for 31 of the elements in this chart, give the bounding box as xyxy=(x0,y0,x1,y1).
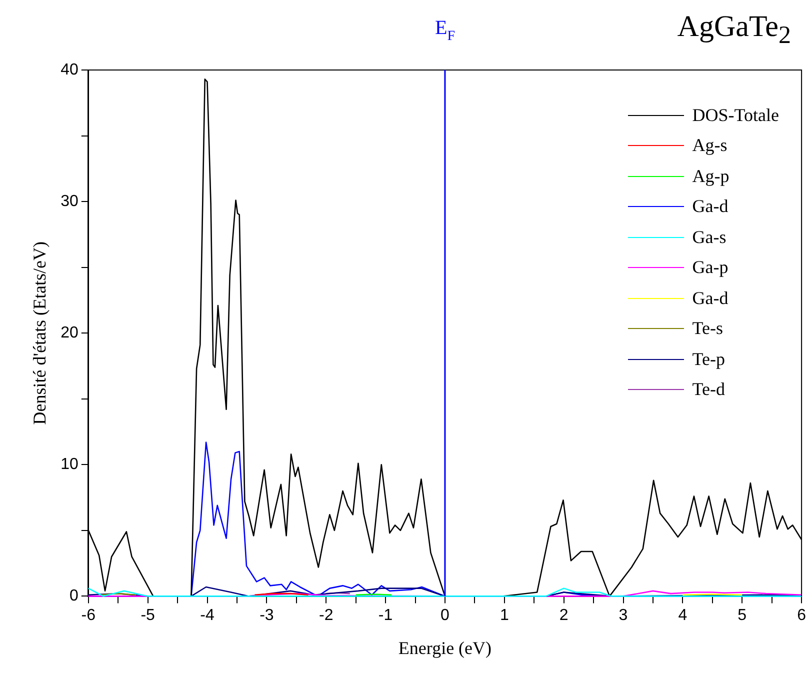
legend-label: Te-d xyxy=(692,379,725,400)
x-tick-label: 4 xyxy=(678,607,688,624)
x-tick-label: 1 xyxy=(500,607,509,624)
legend-label: Ga-p xyxy=(692,257,728,278)
chart-title: AgGaTe$_{2}$ xyxy=(677,10,791,50)
x-tick-label: 6 xyxy=(797,607,806,624)
x-axis-title: Energie (eV) xyxy=(398,638,492,658)
y-tick-label: 20 xyxy=(60,324,78,342)
x-tick-label: -1 xyxy=(378,607,393,624)
legend-label: Te-p xyxy=(692,348,725,370)
x-tick-label: 2 xyxy=(559,607,568,624)
y-axis-title: Densité d'états (Etats/eV) xyxy=(30,242,50,425)
legend-label: DOS-Totale xyxy=(692,104,779,126)
x-tick-label: -5 xyxy=(140,607,156,624)
x-tick-label: -4 xyxy=(200,607,214,624)
y-tick-label: 40 xyxy=(60,61,78,78)
y-tick-label: 0 xyxy=(69,588,78,605)
legend-label: Ga-s xyxy=(692,226,726,248)
y-tick-label: 30 xyxy=(60,192,78,210)
x-tick-label: 0 xyxy=(440,607,450,624)
legend-label: Ag-s xyxy=(692,135,728,156)
x-tick-label: -3 xyxy=(260,607,274,624)
x-tick-label: -6 xyxy=(81,607,96,624)
legend-label: Te-s xyxy=(692,318,723,340)
legend-label: Ga-d xyxy=(692,196,728,218)
legend-label: Ag-p xyxy=(692,166,730,187)
x-tick-label: 3 xyxy=(618,607,628,624)
y-tick-label: 10 xyxy=(60,456,78,474)
x-tick-label: 5 xyxy=(738,607,747,624)
x-tick-label: -2 xyxy=(319,607,334,624)
legend-label: Ga-d xyxy=(692,288,728,309)
